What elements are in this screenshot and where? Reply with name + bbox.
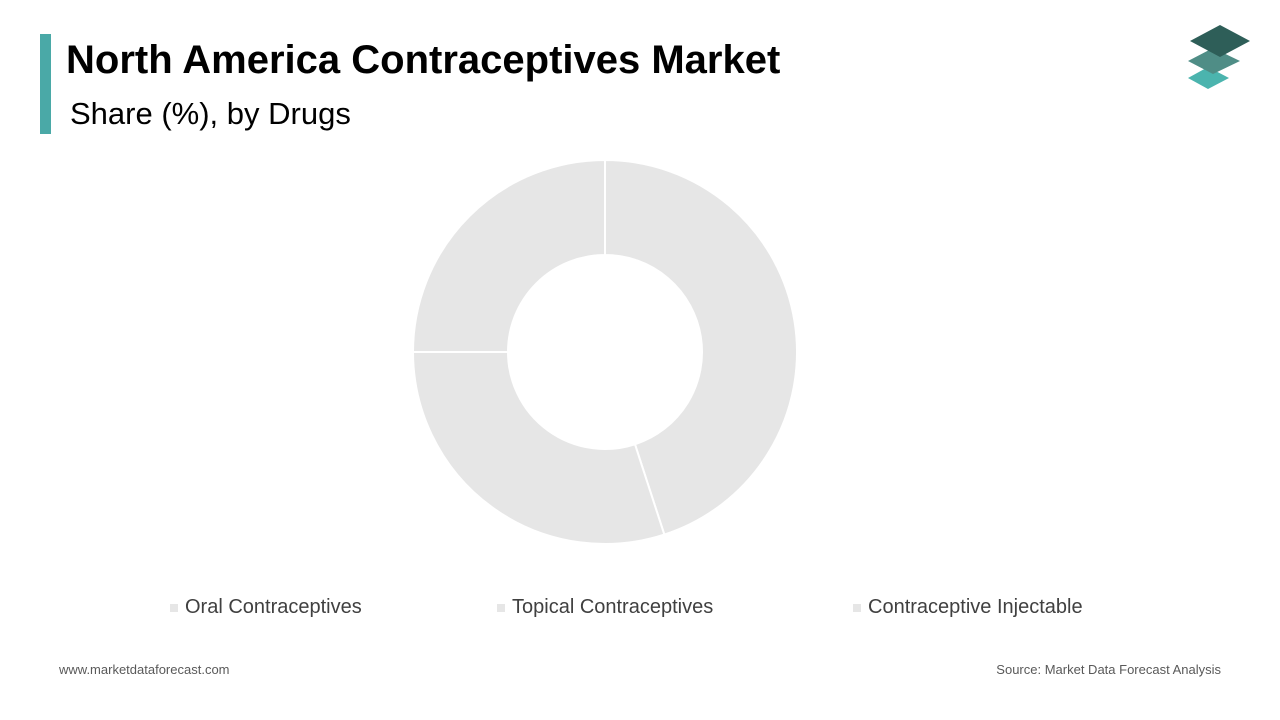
legend-item: Oral Contraceptives	[170, 596, 362, 619]
website-url: www.marketdataforecast.com	[59, 662, 230, 677]
legend-swatch	[497, 603, 505, 612]
legend-item: Contraceptive Injectable	[853, 596, 1083, 619]
legend-swatch	[170, 603, 178, 612]
legend-item: Topical Contraceptives	[497, 596, 713, 619]
donut-slice-topical-contraceptives	[411, 351, 666, 545]
legend-label: Contraceptive Injectable	[868, 596, 1083, 618]
title-accent-bar	[40, 34, 51, 134]
donut-slice-contraceptive-injectable	[411, 158, 606, 353]
logo-layer-bottom	[1188, 67, 1229, 89]
page-subtitle: Share (%), by Drugs	[70, 96, 351, 131]
legend-label: Oral Contraceptives	[185, 596, 362, 618]
chart-legend: Oral Contraceptives Topical Contraceptive…	[0, 596, 1280, 626]
donut-slice-oral-contraceptives	[604, 158, 798, 536]
donut-chart	[411, 158, 798, 545]
source-note: Source: Market Data Forecast Analysis	[996, 662, 1221, 677]
page-title: North America Contraceptives Market	[66, 38, 781, 82]
stacked-layers-icon	[1188, 25, 1250, 89]
logo-layer-middle	[1188, 48, 1240, 74]
legend-label: Topical Contraceptives	[512, 596, 714, 618]
legend-swatch	[853, 603, 861, 612]
logo-layer-top	[1190, 25, 1250, 57]
